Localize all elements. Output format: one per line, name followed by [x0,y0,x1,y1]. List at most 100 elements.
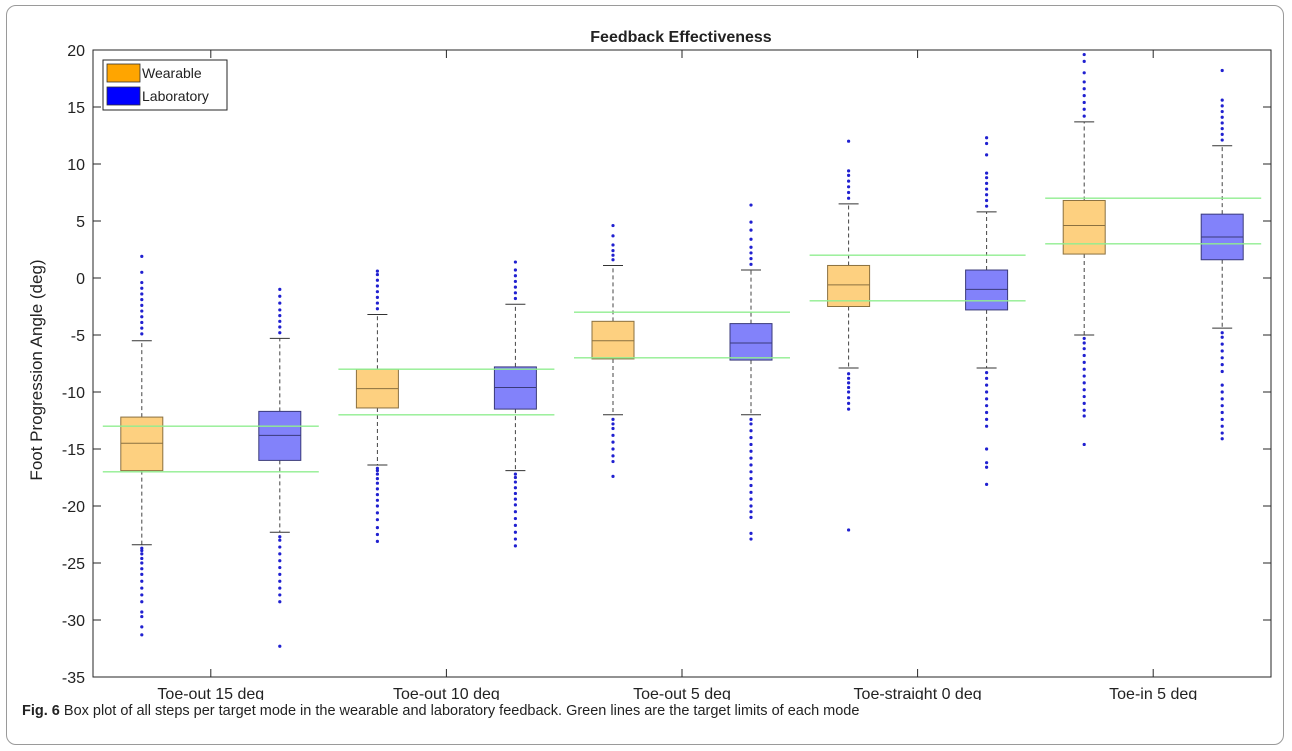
outlier-point [278,559,282,563]
outlier-point [1220,115,1224,119]
x-tick-label: Toe-out 10 deg [393,686,500,700]
figure-caption-label: Fig. 6 [22,703,60,719]
outlier-point [513,472,518,476]
outlier-point [749,483,753,488]
outlier-point [1082,374,1086,378]
outlier-point [1220,109,1224,114]
y-tick-label: 20 [67,43,85,60]
outlier-point [1082,341,1086,345]
outlier-point [749,220,753,224]
outlier-point [749,456,753,460]
box-group [120,254,164,637]
outlier-point [140,286,144,290]
outlier-point [140,309,144,313]
outlier-point [1082,414,1086,418]
outlier-point [513,530,518,534]
outlier-point [749,515,753,520]
outlier-point [1220,121,1224,125]
outlier-point [749,477,753,481]
outlier-point [1220,127,1224,131]
outlier-point [847,528,851,532]
outlier-point [985,383,989,387]
outlier-point [749,442,753,447]
outlier-point [611,249,615,253]
outlier-point [1220,104,1224,108]
outlier-point [749,449,753,453]
box-iqr [591,320,635,360]
box-group [355,269,399,543]
outlier-point [749,436,753,440]
y-tick-label: -20 [62,499,85,516]
outlier-point [140,332,144,336]
outlier-point [1220,437,1224,441]
outlier-point [1220,356,1224,360]
outlier-point [140,270,144,274]
outlier-point [513,260,518,264]
outlier-point [278,331,282,335]
outlier-point [1220,431,1224,435]
outlier-point [513,491,518,496]
outlier-point [1220,417,1224,421]
plot-layer: 20 15 10 5 0 -5 -10 -15 -20 -25 -30 -35 Toe-out 15 d… [62,43,1271,700]
outlier-point [1220,132,1224,136]
outlier-point [749,262,753,266]
y-tick-label: 5 [76,214,85,231]
figure-frame [6,5,1284,745]
outlier-point [513,537,518,541]
outlier-point [985,204,989,208]
outlier-point [513,274,518,278]
plot-area-border [92,49,1272,678]
outlier-point [278,572,282,577]
outlier-point [749,251,753,255]
outlier-point [1220,390,1224,394]
outlier-point [1082,401,1086,405]
outlier-point [985,153,989,157]
outlier-point [749,237,753,241]
outlier-point [375,278,379,282]
y-tick-label: -35 [62,670,85,687]
outlier-point [749,417,753,421]
y-axis-label: Foot Progression Angle (deg) [27,259,46,480]
x-tick-label: Toe-out 15 deg [157,686,264,700]
y-tick-label: 0 [76,271,85,288]
box-group [729,203,773,541]
outlier-point [513,516,518,521]
outlier-point [375,481,379,485]
outlier-point [985,181,989,185]
outlier-point [1082,94,1086,98]
outlier-point [278,565,282,570]
outlier-point [140,254,144,258]
outlier-point [140,280,144,285]
outlier-point [847,190,851,195]
outlier-point [611,426,615,431]
outlier-point [513,475,518,480]
outlier-point [278,301,282,305]
outlier-point [611,223,615,228]
outlier-point [847,169,851,173]
x-tick-label: Toe-out 5 deg [633,686,731,700]
outlier-point [278,287,282,291]
outlier-point [140,567,144,571]
outlier-point [375,511,379,515]
box-group [493,260,537,548]
outlier-point [278,644,282,648]
outlier-point [1220,363,1224,367]
outlier-point [749,470,753,474]
outlier-point [985,171,989,175]
outlier-point [1082,442,1086,447]
outlier-point [847,196,851,200]
outlier-point [140,625,144,629]
outlier-point [140,546,144,550]
outlier-point [1082,347,1086,351]
outlier-point [140,303,144,307]
outlier-point [1220,397,1224,401]
outlier-point [847,407,851,411]
outlier-point [1220,68,1224,73]
outlier-point [375,493,379,497]
outlier-point [140,315,144,319]
outlier-point [375,526,379,530]
outlier-point [985,410,989,415]
legend-label-laboratory: Laboratory [142,88,209,104]
box-plot-chart: Feedback Effectiveness Foot Progression … [27,29,1272,700]
outlier-point [278,314,282,318]
